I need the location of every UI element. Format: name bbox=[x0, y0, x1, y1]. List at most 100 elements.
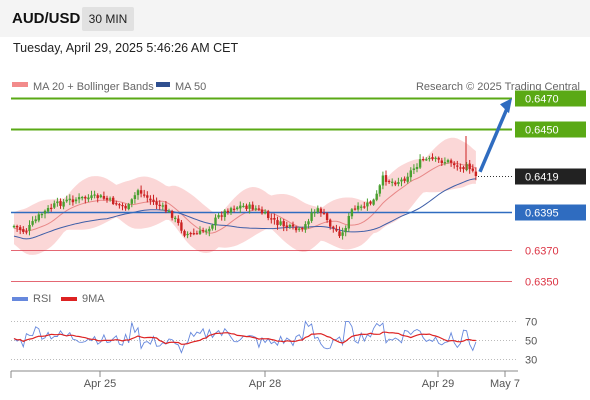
candle-body bbox=[211, 225, 214, 229]
bollinger-band bbox=[14, 137, 476, 255]
candle-body bbox=[22, 229, 25, 232]
projection-arrowhead bbox=[500, 98, 512, 114]
candle-body bbox=[192, 233, 195, 235]
candle-body bbox=[220, 215, 223, 217]
resistance-label-box bbox=[515, 90, 586, 107]
candle-body bbox=[229, 208, 233, 213]
rsi-panel: 70 50 30 bbox=[11, 317, 537, 367]
candle-body bbox=[428, 157, 431, 160]
candle-body bbox=[208, 228, 211, 232]
candle-body bbox=[459, 167, 462, 169]
resistance-label-box bbox=[515, 121, 586, 138]
candle-body bbox=[84, 196, 87, 199]
candle-body bbox=[74, 199, 78, 202]
candle-body bbox=[449, 160, 453, 163]
rsi-tick-label: 70 bbox=[525, 317, 537, 329]
candle-body bbox=[15, 226, 19, 228]
candle-body bbox=[158, 204, 161, 206]
timeframe-button[interactable]: 30 MIN bbox=[82, 7, 134, 31]
candle-body bbox=[195, 233, 199, 235]
candle-body bbox=[177, 218, 180, 223]
resistance-label: 0.6470 bbox=[525, 94, 559, 106]
candle-body bbox=[270, 218, 273, 220]
candle-body bbox=[245, 205, 248, 209]
candle-body bbox=[341, 232, 344, 236]
candle-body bbox=[403, 178, 406, 181]
bb-legend-swatch bbox=[12, 82, 28, 87]
candles-layer bbox=[12, 136, 478, 240]
ma9-legend-swatch bbox=[61, 297, 77, 301]
candle-body bbox=[50, 207, 53, 209]
candle-body bbox=[37, 214, 40, 221]
candle-body bbox=[350, 209, 354, 217]
candle-body bbox=[161, 205, 164, 207]
instrument-title: AUD/USD bbox=[12, 10, 81, 27]
rsi-tick-label: 30 bbox=[525, 355, 537, 367]
candle-body bbox=[375, 193, 378, 200]
candle-body bbox=[214, 217, 217, 226]
candle-body bbox=[381, 175, 385, 186]
candle-body bbox=[115, 203, 118, 205]
candle-body bbox=[118, 204, 121, 206]
candle-body bbox=[301, 228, 304, 230]
pivot-label: 0.6395 bbox=[525, 208, 559, 220]
candle-body bbox=[236, 207, 239, 210]
candle-body bbox=[183, 230, 186, 236]
candle-body bbox=[431, 157, 434, 160]
candle-body bbox=[456, 165, 459, 167]
candle-body bbox=[254, 208, 257, 210]
ma9-legend-label: 9MA bbox=[82, 293, 105, 305]
candle-body bbox=[248, 204, 251, 209]
candle-body bbox=[384, 175, 388, 182]
candle-body bbox=[356, 205, 360, 210]
candle-body bbox=[232, 208, 236, 210]
candle-body bbox=[294, 227, 298, 231]
x-tick-label: May 7 bbox=[490, 378, 520, 390]
candle-body bbox=[267, 211, 270, 218]
candle-body bbox=[121, 205, 124, 207]
candle-body bbox=[462, 167, 465, 170]
candle-body bbox=[276, 220, 279, 226]
candle-body bbox=[397, 182, 400, 184]
rsi-tick-label: 50 bbox=[525, 336, 537, 348]
x-tick-label: Apr 25 bbox=[84, 378, 116, 390]
candle-body bbox=[68, 198, 71, 201]
candle-body bbox=[316, 208, 319, 212]
candle-body bbox=[400, 179, 403, 182]
candle-body bbox=[263, 212, 267, 214]
candle-body bbox=[437, 157, 440, 160]
candle-body bbox=[338, 231, 341, 237]
candle-body bbox=[242, 205, 245, 208]
candle-body bbox=[127, 204, 130, 210]
candle-body bbox=[56, 201, 59, 204]
support-label: 0.6350 bbox=[525, 277, 559, 289]
candle-body bbox=[139, 190, 143, 194]
candle-body bbox=[378, 185, 381, 194]
candle-body bbox=[425, 159, 428, 161]
candle-body bbox=[313, 212, 316, 214]
candle-body bbox=[440, 160, 443, 163]
candle-body bbox=[223, 210, 226, 217]
candle-body bbox=[335, 229, 338, 231]
timestamp: Tuesday, April 29, 2025 5:46:26 AM CET bbox=[13, 41, 239, 55]
candle-body bbox=[112, 197, 115, 204]
candle-body bbox=[412, 168, 416, 170]
price-levels bbox=[11, 97, 512, 282]
candle-body bbox=[102, 196, 106, 199]
candle-body bbox=[155, 201, 158, 205]
credit-text: Research © 2025 Trading Central bbox=[416, 81, 580, 93]
candle-body bbox=[366, 202, 369, 207]
candle-body bbox=[124, 205, 127, 209]
candle-body bbox=[71, 199, 75, 203]
candle-body bbox=[387, 180, 391, 183]
x-tick-label: Apr 28 bbox=[249, 378, 281, 390]
ma50-legend-label: MA 50 bbox=[175, 81, 206, 93]
candle-body bbox=[468, 163, 471, 170]
candle-body bbox=[239, 205, 242, 209]
candle-body bbox=[65, 199, 68, 202]
candle-body bbox=[167, 211, 171, 213]
candle-body bbox=[406, 176, 409, 182]
candle-body bbox=[149, 198, 152, 201]
candle-body bbox=[443, 162, 447, 164]
